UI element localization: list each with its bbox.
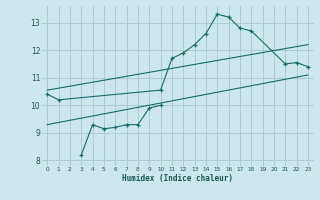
X-axis label: Humidex (Indice chaleur): Humidex (Indice chaleur) (122, 174, 233, 183)
